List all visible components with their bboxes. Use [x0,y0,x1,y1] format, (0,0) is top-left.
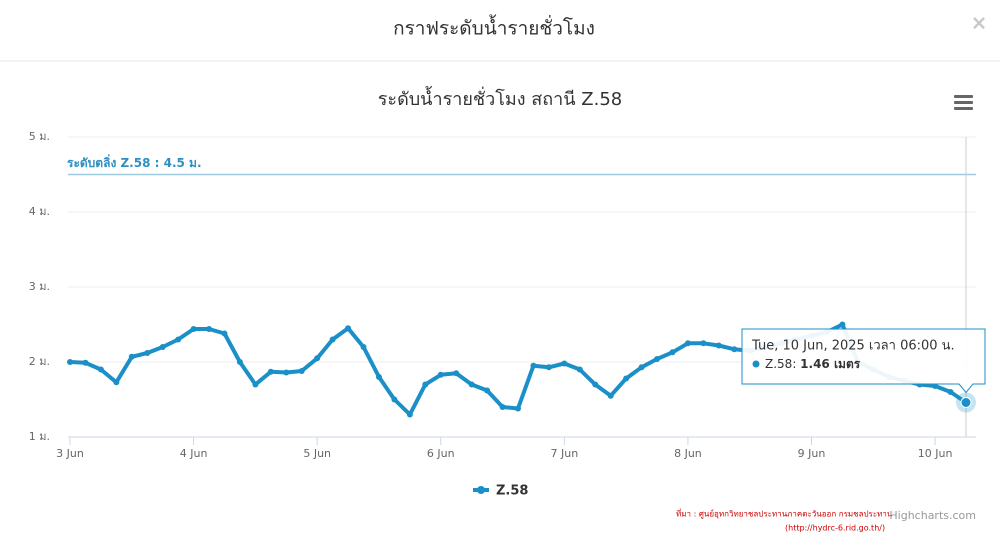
data-point [67,359,73,365]
data-point [391,396,398,403]
source-url[interactable]: (http://hydrc-6.rid.go.th/) [785,524,885,533]
data-point [700,340,707,347]
data-point [406,411,413,418]
data-point [267,368,274,375]
data-point [82,359,89,366]
data-point [684,340,691,347]
x-tick-label: 9 Jun [798,447,826,460]
menu-bar [954,107,973,110]
data-point [329,336,336,343]
data-point [669,349,676,356]
data-point [144,350,151,356]
close-button[interactable]: × [971,11,988,35]
data-point [97,366,104,373]
data-point [437,371,444,378]
menu-bar [954,95,973,98]
x-tick-label: 7 Jun [551,447,579,460]
chart-title: ระดับน้ำรายชั่วโมง สถานี Z.58 [378,86,623,110]
legend-label: Z.58 [496,484,528,499]
y-tick-label: 3 ม. [29,280,50,293]
legend-marker [477,486,485,494]
data-point [484,387,491,394]
data-point [175,336,182,343]
x-tick-label: 6 Jun [427,447,455,460]
y-tick-label: 1 ม. [29,430,50,443]
data-point [283,369,290,376]
data-point [221,330,228,337]
credits[interactable]: Highcharts.com [889,509,976,522]
data-point [360,344,367,350]
data-point [545,364,552,371]
data-point [468,381,475,388]
tooltip-series: Z.58 [765,357,792,371]
modal-title: กราฟระดับน้ำรายชั่วโมง [393,15,595,40]
tooltip-body: Z.58: 1.46 เมตร [765,357,861,371]
data-point [128,353,135,360]
data-point [839,321,846,328]
y-tick-label: 5 ม. [29,130,50,143]
data-point [947,389,954,395]
menu-button[interactable] [954,95,973,110]
data-point [236,359,243,365]
tooltip-value: 1.46 เมตร [800,357,861,371]
y-tick-label: 2 ม. [29,355,50,368]
hover-point [960,397,972,408]
tooltip-marker [752,360,760,368]
data-point [453,370,460,377]
legend-item[interactable]: Z.58 [473,484,528,499]
data-point [190,326,197,332]
x-tick-label: 8 Jun [674,447,702,460]
x-tick-label: 4 Jun [180,447,208,460]
x-tick-label: 5 Jun [303,447,331,460]
data-point [314,355,321,362]
data-point [530,362,537,369]
x-tick-label: 10 Jun [918,447,953,460]
data-point [375,374,382,380]
x-tick-label: 3 Jun [56,447,84,460]
data-point [561,360,568,367]
source-text: ที่มา : ศูนย์อุทกวิทยาชลประทานภาคตะวันออ… [676,508,893,520]
data-point [607,392,614,399]
data-point [623,375,630,382]
data-point [298,368,305,374]
data-point [345,325,352,332]
y-tick-label: 4 ม. [29,205,50,218]
data-point [499,404,506,410]
data-point [592,381,599,388]
data-point [422,381,429,388]
tooltip-box [741,328,986,394]
data-point [715,342,722,349]
data-point [113,379,120,386]
data-point [654,356,661,362]
tooltip-sep: : [792,357,800,371]
data-point [638,364,645,371]
data-point [206,326,213,332]
menu-bar [954,101,973,104]
data-point [515,405,521,412]
data-point [159,344,166,350]
plot-line-label: ระดับตลิ่ง Z.58 : 4.5 ม. [67,154,202,170]
tooltip-header: Tue, 10 Jun, 2025 เวลา 06:00 น. [751,339,955,354]
data-point [252,381,259,388]
data-point [576,366,583,373]
tooltip: Tue, 10 Jun, 2025 เวลา 06:00 น. Z.58: 1.4… [741,328,986,394]
data-point [731,346,738,353]
